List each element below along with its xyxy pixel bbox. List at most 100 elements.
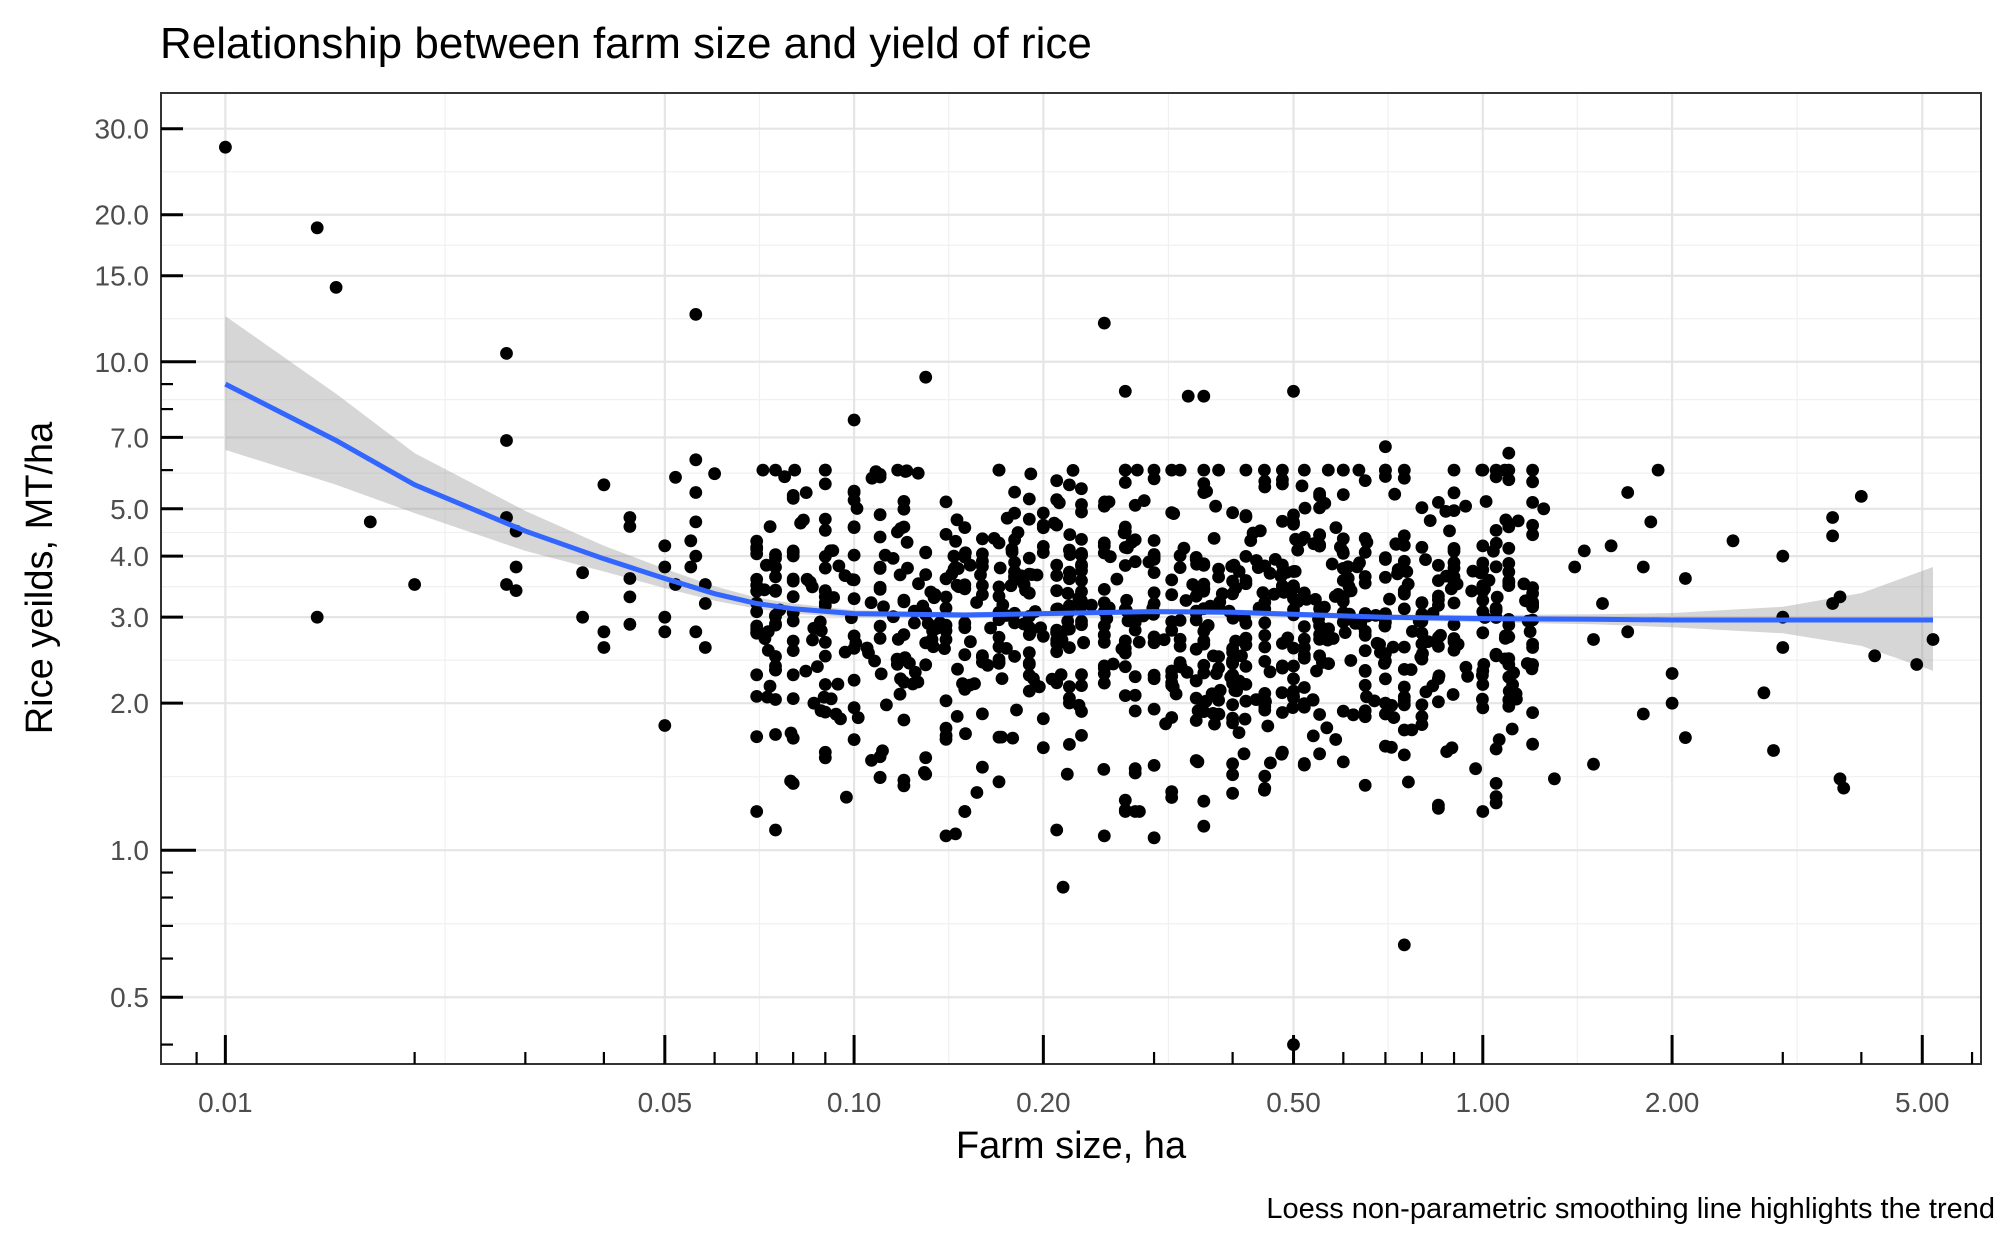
data-point bbox=[1421, 635, 1435, 648]
x-tick-label: 0.20 bbox=[1016, 1087, 1071, 1118]
data-point bbox=[689, 486, 703, 499]
data-point bbox=[1063, 528, 1077, 541]
data-point bbox=[1085, 598, 1098, 612]
data-point bbox=[1165, 623, 1179, 637]
data-point bbox=[959, 546, 972, 560]
data-point bbox=[992, 463, 1006, 477]
y-axis-title: Rice yeilds, MT/ha bbox=[19, 421, 61, 734]
data-point bbox=[1476, 805, 1490, 818]
data-point bbox=[818, 751, 832, 765]
data-point bbox=[1008, 565, 1021, 579]
data-point bbox=[1432, 695, 1445, 709]
data-point bbox=[658, 539, 672, 553]
data-point bbox=[1415, 718, 1429, 731]
data-point bbox=[995, 730, 1008, 744]
data-point bbox=[1826, 597, 1839, 610]
data-point bbox=[1147, 534, 1161, 547]
data-point bbox=[1258, 474, 1272, 488]
data-point bbox=[1461, 669, 1474, 683]
data-point bbox=[1179, 594, 1193, 607]
data-point bbox=[1050, 474, 1064, 488]
data-point bbox=[1181, 389, 1195, 403]
data-point bbox=[689, 515, 703, 529]
data-point bbox=[1297, 681, 1311, 694]
data-point bbox=[1063, 543, 1076, 557]
data-point bbox=[891, 463, 905, 477]
data-point bbox=[1097, 659, 1111, 673]
data-point bbox=[1291, 543, 1305, 557]
data-point bbox=[1128, 623, 1142, 637]
data-point bbox=[950, 513, 964, 527]
data-point bbox=[1523, 625, 1537, 638]
data-point bbox=[1050, 558, 1064, 572]
data-point bbox=[1117, 526, 1131, 540]
data-point bbox=[1502, 574, 1516, 588]
data-point bbox=[919, 545, 933, 559]
data-point bbox=[894, 672, 907, 686]
data-point bbox=[1379, 672, 1392, 686]
data-point bbox=[1397, 938, 1411, 952]
data-point bbox=[784, 726, 798, 740]
data-point bbox=[893, 687, 907, 701]
data-point bbox=[873, 530, 887, 544]
data-point bbox=[1036, 741, 1050, 755]
data-point bbox=[1022, 492, 1036, 506]
data-point bbox=[1258, 640, 1272, 654]
data-point bbox=[1287, 384, 1300, 398]
data-point bbox=[814, 704, 828, 718]
data-point bbox=[1075, 533, 1088, 546]
data-point bbox=[1239, 577, 1253, 591]
data-point bbox=[1237, 747, 1251, 761]
data-point bbox=[1173, 632, 1187, 646]
data-point bbox=[1075, 679, 1088, 692]
data-point bbox=[1197, 577, 1211, 591]
data-point bbox=[974, 568, 987, 582]
data-point bbox=[939, 495, 953, 509]
data-point bbox=[1474, 566, 1487, 580]
data-point bbox=[1097, 829, 1111, 843]
data-point bbox=[1261, 719, 1275, 733]
data-point bbox=[1128, 611, 1142, 625]
data-point bbox=[1321, 633, 1335, 647]
data-point bbox=[500, 347, 513, 360]
data-point bbox=[1378, 657, 1391, 670]
data-point bbox=[1229, 581, 1243, 595]
data-point bbox=[958, 578, 972, 592]
data-point bbox=[1397, 471, 1411, 485]
data-point bbox=[847, 520, 861, 534]
data-point bbox=[850, 502, 864, 515]
data-point bbox=[1147, 668, 1161, 682]
data-point bbox=[1587, 757, 1600, 771]
y-tick-label: 7.0 bbox=[110, 422, 149, 453]
data-point bbox=[1258, 655, 1272, 668]
data-point bbox=[1757, 686, 1771, 700]
data-point bbox=[873, 562, 887, 575]
data-point bbox=[708, 467, 721, 481]
data-point bbox=[947, 549, 961, 563]
data-point bbox=[1537, 502, 1551, 516]
data-point bbox=[1276, 514, 1289, 528]
data-point bbox=[1358, 710, 1372, 724]
data-point bbox=[1297, 586, 1311, 600]
data-point bbox=[786, 644, 800, 657]
data-point bbox=[1644, 515, 1658, 529]
data-point bbox=[1075, 498, 1088, 511]
data-point bbox=[877, 600, 890, 614]
data-point bbox=[1479, 495, 1493, 508]
data-point bbox=[1444, 582, 1458, 596]
data-point bbox=[992, 656, 1006, 670]
data-point bbox=[1439, 569, 1453, 583]
data-point bbox=[873, 619, 887, 633]
data-point bbox=[761, 644, 775, 657]
y-tick-label: 10.0 bbox=[95, 347, 150, 378]
data-point bbox=[1432, 798, 1445, 812]
data-point bbox=[1050, 645, 1064, 659]
data-point bbox=[911, 466, 925, 480]
data-point bbox=[805, 580, 819, 594]
data-point bbox=[1147, 586, 1161, 600]
data-point bbox=[1313, 528, 1326, 542]
data-point bbox=[1297, 758, 1311, 772]
data-point bbox=[1147, 831, 1161, 845]
data-point bbox=[1023, 626, 1037, 640]
data-point bbox=[1313, 538, 1326, 552]
